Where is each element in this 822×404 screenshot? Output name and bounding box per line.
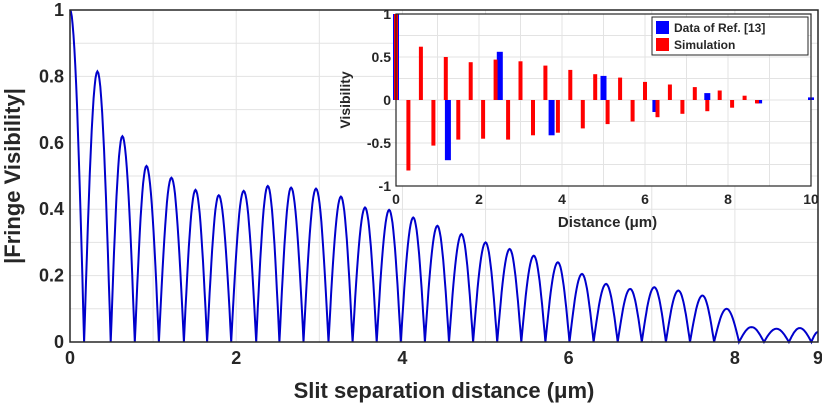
main-x-tick-label: 0 <box>65 348 75 368</box>
simulation-bar <box>431 100 436 146</box>
simulation-bar <box>643 81 647 100</box>
data-bar <box>496 51 503 100</box>
main-x-axis-label: Slit separation distance (μm) <box>294 378 595 403</box>
main-y-tick-label: 0.4 <box>39 199 64 219</box>
simulation-bar <box>443 57 448 100</box>
legend-label-simulation: Simulation <box>674 38 735 52</box>
simulation-bar <box>730 100 735 108</box>
legend-box <box>651 16 809 56</box>
inset-x-tick-label: 8 <box>724 191 732 207</box>
simulation-bar <box>543 65 548 100</box>
simulation-bar <box>692 87 697 100</box>
data-bar <box>444 100 451 161</box>
simulation-bar <box>493 59 498 100</box>
main-x-tick-label: 4 <box>397 348 407 368</box>
main-y-tick-label: 0 <box>54 332 64 352</box>
simulation-bar <box>506 100 511 140</box>
inset-y-axis-label: Visibility <box>337 71 353 129</box>
simulation-bar <box>580 100 585 129</box>
data-bar <box>600 75 607 100</box>
main-y-axis-label: |Fringe Visibility| <box>0 88 25 264</box>
main-y-tick-label: 0.6 <box>39 133 64 153</box>
simulation-bar <box>680 100 685 114</box>
simulation-bar <box>742 95 747 100</box>
main-x-tick-label: 6 <box>564 348 574 368</box>
inset-x-tick-label: 2 <box>475 191 483 207</box>
data-bar <box>756 100 763 104</box>
inset-chart: 0 2 4 6 8 10 -1 -0.5 0 0.5 1 Distance (μm) Visibil… <box>337 6 819 231</box>
inset-y-tick-label: -1 <box>379 178 392 194</box>
inset-tick-labels: 0 2 4 6 8 10 -1 -0.5 0 0.5 1 <box>367 6 819 207</box>
visibility-curve <box>69 9 819 345</box>
simulation-bar <box>667 84 672 100</box>
inset-axes-border <box>395 13 812 187</box>
simulation-bar <box>568 69 573 100</box>
inset-x-axis-label: Distance (μm) <box>558 214 657 231</box>
main-x-tick-label: 8 <box>730 348 740 368</box>
inset-x-tick-label: 6 <box>641 191 649 207</box>
legend-swatch-data <box>656 21 669 34</box>
simulation-bar <box>481 100 486 139</box>
simulation-bar <box>717 90 722 100</box>
inset-y-tick-label: 0.5 <box>372 49 392 65</box>
simulation-bar <box>705 100 710 112</box>
main-x-tick-label: 2 <box>231 348 241 368</box>
simulation-bar <box>468 62 473 100</box>
simulation-bar <box>418 46 423 100</box>
inset-y-tick-label: 0 <box>383 92 391 108</box>
simulation-bar <box>630 100 635 122</box>
simulation-bar <box>555 100 560 133</box>
simulation-bar <box>605 100 610 125</box>
simulation-bar <box>593 74 598 100</box>
simulation-bar <box>456 100 461 140</box>
main-axes-border <box>69 9 819 343</box>
inset-x-tick-label: 4 <box>558 191 566 207</box>
inset-x-tick-label: 0 <box>392 191 400 207</box>
legend-label-data: Data of Ref. [13] <box>674 21 765 35</box>
simulation-bar <box>618 77 623 100</box>
main-y-tick-label: 0.8 <box>39 66 64 86</box>
simulation-bar <box>531 100 535 136</box>
inset-y-tick-label: -0.5 <box>367 135 391 151</box>
main-x-tick-label: 9 <box>813 348 822 368</box>
simulation-bar <box>518 61 523 100</box>
inset-legend: Data of Ref. [13] Simulation <box>651 16 809 56</box>
inset-x-tick-label: 10 <box>803 191 819 207</box>
data-bar <box>704 93 711 100</box>
legend-swatch-simulation <box>656 38 669 51</box>
data-bar <box>548 100 555 136</box>
simulation-bar <box>655 100 660 118</box>
main-tick-labels: 0 2 4 6 8 9 0 0.2 0.4 0.6 0.8 1 <box>39 0 822 368</box>
inset-y-tick-label: 1 <box>383 6 391 22</box>
simulation-bar <box>755 100 759 104</box>
main-y-tick-label: 0.2 <box>39 266 64 286</box>
simulation-bar <box>406 100 411 171</box>
data-bar <box>652 100 659 112</box>
main-y-tick-label: 1 <box>54 0 64 20</box>
